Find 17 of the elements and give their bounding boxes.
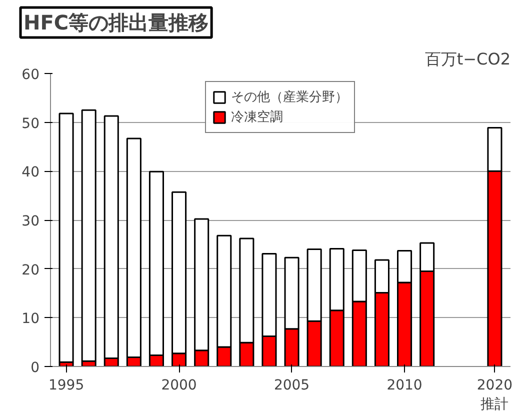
- bar: [81, 109, 96, 362]
- y-tick-label: 0: [30, 360, 40, 376]
- x-tick-label: 2000: [161, 378, 197, 394]
- x-tick-label: 1995: [48, 378, 84, 394]
- chart-title: HFC等の排出量推移: [24, 10, 209, 34]
- x-tick-label: 2005: [274, 378, 310, 394]
- y-tick-label: 10: [22, 311, 40, 328]
- y-tick-label: 60: [22, 67, 40, 83]
- y-tick-label: 50: [22, 116, 40, 132]
- y-tick-label: 30: [22, 214, 40, 230]
- x-tick-label: 2010: [386, 378, 422, 394]
- y-tick-label: 20: [22, 262, 40, 278]
- legend-label: 冷凍空調: [231, 109, 283, 126]
- x-tick-label: 2020 推計: [476, 378, 513, 413]
- y-tick-label: 40: [22, 164, 40, 181]
- legend-label: その他（産業分野）: [231, 89, 348, 106]
- y-axis-title: 百万t−CO2: [424, 50, 510, 68]
